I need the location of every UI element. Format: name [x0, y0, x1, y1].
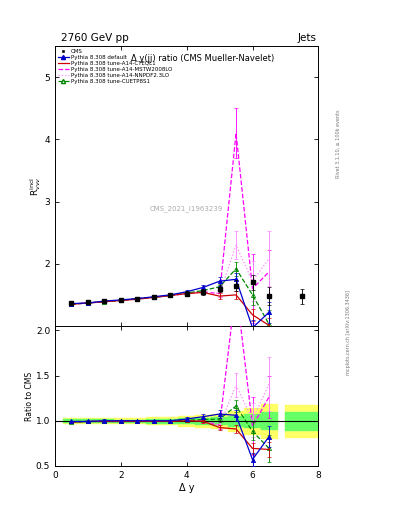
Y-axis label: Ratio to CMS: Ratio to CMS [26, 371, 35, 420]
Text: Δ y(jj) ratio (CMS Mueller-Navelet): Δ y(jj) ratio (CMS Mueller-Navelet) [131, 54, 274, 63]
Legend: CMS, Pythia 8.308 default, Pythia 8.308 tune-A14-CTEQL1, Pythia 8.308 tune-A14-M: CMS, Pythia 8.308 default, Pythia 8.308 … [57, 48, 174, 86]
X-axis label: Δ y: Δ y [179, 482, 195, 493]
Text: 2760 GeV pp: 2760 GeV pp [61, 33, 129, 44]
Text: CMS_2021_I1963239: CMS_2021_I1963239 [150, 205, 223, 212]
Text: Jets: Jets [298, 33, 316, 44]
Text: mcplots.cern.ch [arXiv:1306.3436]: mcplots.cern.ch [arXiv:1306.3436] [346, 290, 351, 375]
Text: Rivet 3.1.10, ≥ 100k events: Rivet 3.1.10, ≥ 100k events [336, 109, 341, 178]
Y-axis label: R$^{\rm incl}_{vvv}$: R$^{\rm incl}_{vvv}$ [28, 176, 43, 196]
